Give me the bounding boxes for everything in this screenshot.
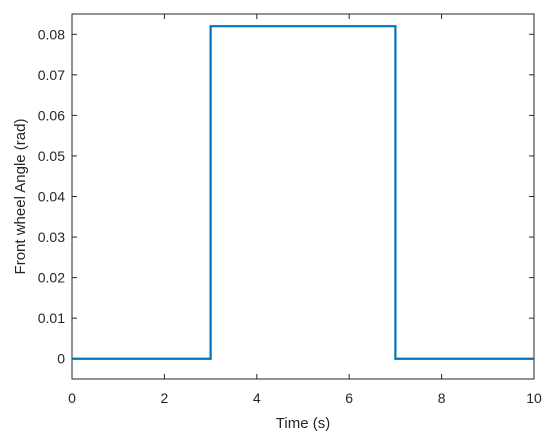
plot-area: [71, 13, 535, 380]
y-tick-label: 0.03: [38, 229, 65, 245]
y-tick-label: 0: [57, 351, 65, 367]
y-tick-label: 0.07: [38, 67, 65, 83]
x-tick-label: 8: [438, 390, 446, 406]
x-tick-label: 6: [345, 390, 353, 406]
y-tick-label: 0.08: [38, 26, 65, 42]
x-tick-label: 10: [526, 390, 542, 406]
x-axis-label: Time (s): [276, 415, 330, 432]
series-layer: [72, 25, 534, 360]
y-axis-label: Front wheel Angle (rad): [12, 119, 29, 275]
x-tick-label: 0: [68, 390, 76, 406]
y-tick-label: 0.06: [38, 107, 65, 123]
series-line-0: [72, 25, 534, 360]
x-tick-label: 4: [253, 390, 261, 406]
y-tick-label: 0.01: [38, 310, 65, 326]
y-axis-ticks: 0 0.01 0.02 0.03 0.04 0.05 0.06 0.07 0.08: [38, 26, 534, 367]
axes-box: [71, 13, 535, 380]
y-tick-label: 0.02: [38, 270, 65, 286]
y-tick-label: 0.05: [38, 148, 65, 164]
y-tick-label: 0.04: [38, 189, 65, 205]
x-tick-label: 2: [161, 390, 169, 406]
x-axis-ticks: 0 2 4 6 8 10: [68, 14, 542, 406]
